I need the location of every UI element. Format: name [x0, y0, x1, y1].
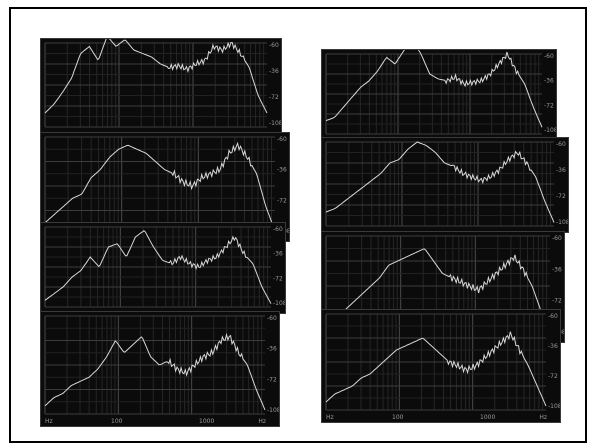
y-tick-label: -36 [277, 167, 287, 174]
figure-frame: -60 -36 -72 -108 -60 -36 -72 -108 -60 -36 -72 -10… [9, 7, 587, 443]
y-tick-label: -108 [269, 120, 281, 127]
x-tick-label: Hz [539, 414, 547, 421]
y-tick-label: -36 [269, 68, 279, 75]
y-tick-label: -36 [548, 343, 558, 350]
frequency-response-line [44, 332, 266, 411]
y-tick-label: -72 [544, 102, 554, 109]
frequency-response-line [325, 141, 555, 223]
y-tick-label: -72 [273, 275, 283, 282]
y-tick-label: -36 [544, 78, 554, 85]
spectrum-plot: -60 -36 -72 -108 [44, 39, 281, 128]
y-tick-label: -36 [267, 346, 277, 353]
x-tick-label: Hz [258, 418, 266, 425]
spectrum-panel-7: -60-36-72-108Hz1001000Hz [40, 311, 280, 427]
y-tick-label: -36 [556, 167, 566, 174]
frequency-response-line [44, 230, 272, 304]
y-tick-label: -72 [552, 298, 562, 305]
frequency-response-line [325, 50, 543, 128]
frequency-response-line [325, 331, 547, 407]
y-tick-label: -60 [544, 53, 554, 60]
y-tick-label: -72 [556, 193, 566, 200]
y-tick-label: -60 [552, 235, 562, 242]
y-tick-label: -72 [548, 373, 558, 380]
y-tick-label: -108 [267, 407, 279, 414]
y-tick-label: -36 [273, 251, 283, 258]
y-tick-label: -60 [548, 313, 558, 320]
y-tick-label: -72 [267, 376, 277, 383]
y-tick-label: -108 [548, 403, 560, 410]
y-tick-label: -60 [267, 315, 277, 322]
y-tick-label: -108 [556, 219, 568, 226]
y-tick-label: -108 [273, 300, 285, 307]
x-tick-label: 1000 [199, 418, 214, 425]
spectrum-plot: -60 -36 -72 -108 [325, 50, 556, 135]
frequency-response-line [44, 39, 268, 114]
y-tick-label: -36 [552, 266, 562, 273]
frequency-response-line [44, 141, 276, 232]
y-tick-label: -60 [277, 136, 287, 143]
y-tick-label: -108 [544, 127, 556, 134]
y-tick-label: -60 [269, 42, 279, 49]
spectrum-panel-4: -60 -36 -72 -108 [321, 137, 569, 233]
y-tick-label: -60 [556, 141, 566, 148]
spectrum-plot: -60 -36 -72 -108 [44, 226, 285, 308]
x-tick-label: 1000 [480, 414, 495, 421]
spectrum-plot: -60-36-72-108Hz1001000Hz [325, 313, 560, 421]
y-tick-label: -60 [273, 226, 283, 233]
spectrum-panel-1: -60 -36 -72 -108 [40, 38, 282, 134]
spectrum-panel-8: -60-36-72-108Hz1001000Hz [321, 309, 561, 423]
x-tick-label: 100 [392, 414, 404, 421]
spectrum-plot: -60-36-72-108Hz1001000Hz [44, 315, 279, 425]
frequency-response-line [325, 248, 551, 333]
spectrum-plot: -60 -36 -72 -108 [325, 141, 568, 227]
x-tick-label: 100 [111, 418, 123, 425]
y-tick-label: -72 [269, 94, 279, 101]
spectrum-panel-5: -60 -36 -72 -108 [40, 222, 286, 314]
spectrum-panel-2: -60 -36 -72 -108 [321, 49, 557, 141]
x-tick-label: Hz [45, 418, 53, 425]
y-tick-label: -72 [277, 197, 287, 204]
x-tick-label: Hz [326, 414, 334, 421]
